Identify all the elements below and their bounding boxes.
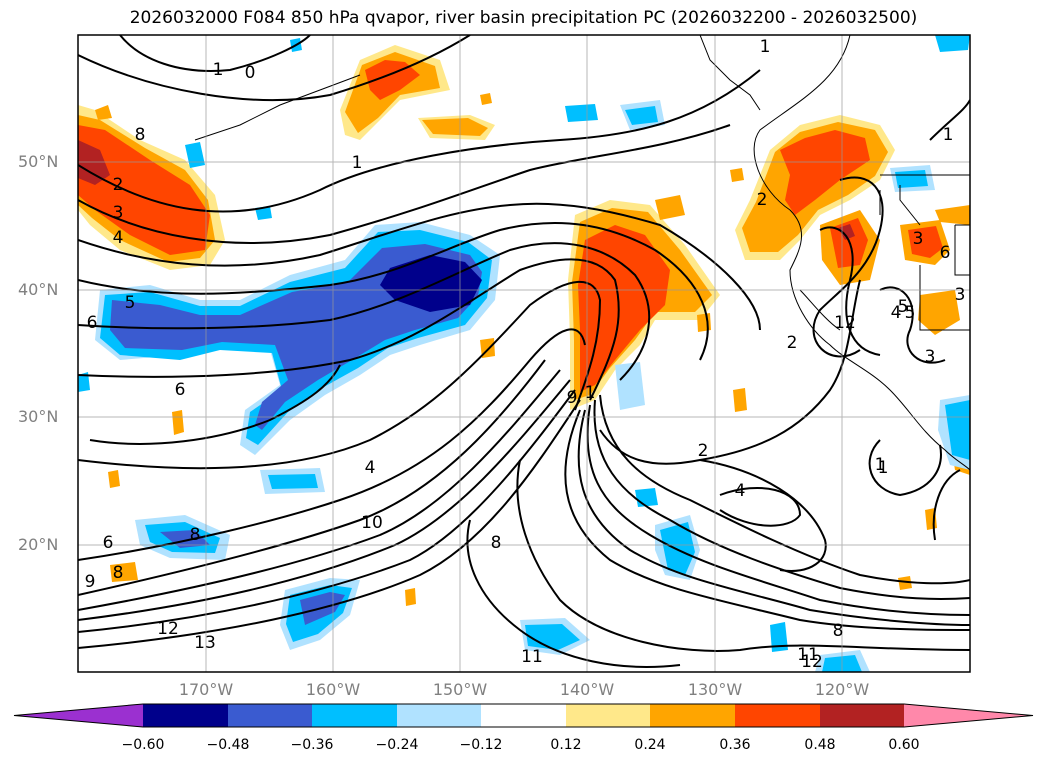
contour-label: 8 [113, 563, 124, 583]
figure-title: 2026032000 F084 850 hPa qvapor, river ba… [129, 8, 918, 28]
contour-label: 4 [891, 303, 902, 323]
colorbar-tick-label: 0.36 [719, 737, 751, 753]
colorbar-segment [312, 704, 397, 727]
contour-label: 11 [797, 645, 819, 665]
colorbar-tick-label: 0.48 [804, 737, 836, 753]
lon-label-140w: 140°W [559, 680, 615, 699]
contour-label: 2 [113, 175, 124, 195]
contour-label: 8 [190, 525, 201, 545]
lon-label-160w: 160°W [305, 680, 361, 699]
contour-label: 3 [913, 229, 924, 249]
contour-label: 1 [875, 455, 886, 475]
contour-label: 9 [85, 572, 96, 592]
contour-label: 0 [245, 63, 256, 83]
contour-label: 6 [87, 313, 98, 333]
colorbar-segment [650, 704, 735, 727]
contour-label: 2 [698, 441, 709, 461]
lat-label-40n: 40°N [18, 280, 59, 299]
contour-label: 2 [757, 190, 768, 210]
lon-label-150w: 150°W [432, 680, 488, 699]
contour-label: 8 [833, 621, 844, 641]
contour-label: 4 [113, 228, 124, 248]
contour-label: 1 [352, 153, 363, 173]
contour-labels: 1011112345666488889101112121322233454189… [85, 37, 966, 672]
contour-label: 6 [940, 243, 951, 263]
contour-label: 9 [567, 388, 578, 408]
contour-label: 5 [905, 303, 916, 323]
colorbar-segment [14, 704, 143, 727]
contour-label: 3 [113, 203, 124, 223]
colorbar-segment [566, 704, 650, 727]
colorbar-tick-label: 0.24 [634, 737, 666, 753]
colorbar-segment [143, 704, 228, 727]
contour-label: 1 [585, 383, 596, 403]
contour-label: 12 [834, 313, 856, 333]
colorbar-tick-label: 0.60 [888, 737, 920, 753]
contour-label: 3 [925, 347, 936, 367]
contour-label: 12 [801, 652, 823, 672]
map-panel: 1011112345666488889101112121322233454189… [78, 35, 970, 672]
colorbar-tick-label: −0.60 [121, 737, 165, 753]
gridlines [78, 35, 970, 672]
colorbar-segment [820, 704, 904, 727]
contour-label: 1 [760, 37, 771, 57]
lon-label-130w: 130°W [687, 680, 743, 699]
qvapor-contours [78, 35, 970, 668]
contour-label: 12 [157, 619, 179, 639]
contour-label: 10 [361, 513, 383, 533]
colorbar-tick-label: −0.48 [206, 737, 250, 753]
contour-label: 1 [213, 60, 224, 80]
contour-label: 8 [491, 533, 502, 553]
contour-label: 4 [365, 458, 376, 478]
lat-label-20n: 20°N [18, 535, 59, 554]
colorbar-tick-label: −0.24 [375, 737, 419, 753]
colorbar-segment [397, 704, 481, 727]
contour-label: 5 [125, 293, 136, 313]
map-frame [77, 34, 971, 673]
contour-label: 8 [135, 125, 146, 145]
contour-label: 1 [878, 458, 889, 478]
colorbar-segment [228, 704, 312, 727]
contour-label: 11 [521, 647, 543, 667]
lon-label-120w: 120°W [814, 680, 870, 699]
lat-label-50n: 50°N [18, 152, 59, 171]
lat-label-30n: 30°N [18, 407, 59, 426]
colorbar-tick-label: 0.12 [550, 737, 582, 753]
colorbar-outline [13, 703, 1034, 728]
colorbar-segment [735, 704, 820, 727]
coastlines [194, 35, 970, 471]
contour-label: 13 [194, 633, 216, 653]
colorbar-segment [481, 704, 566, 727]
lon-label-170w: 170°W [178, 680, 234, 699]
colorbar-segment [904, 704, 1033, 727]
contour-label: 6 [103, 533, 114, 553]
contour-label: 3 [955, 285, 966, 305]
colorbar-tick-label: −0.36 [290, 737, 334, 753]
positive-pc-fill [78, 45, 970, 606]
contour-label: 2 [787, 333, 798, 353]
contour-label: 5 [898, 297, 909, 317]
colorbar-tick-label: −0.12 [459, 737, 503, 753]
colorbar [13, 703, 1034, 728]
contour-label: 1 [943, 125, 954, 145]
contour-label: 6 [175, 380, 186, 400]
contour-label: 4 [735, 481, 746, 501]
